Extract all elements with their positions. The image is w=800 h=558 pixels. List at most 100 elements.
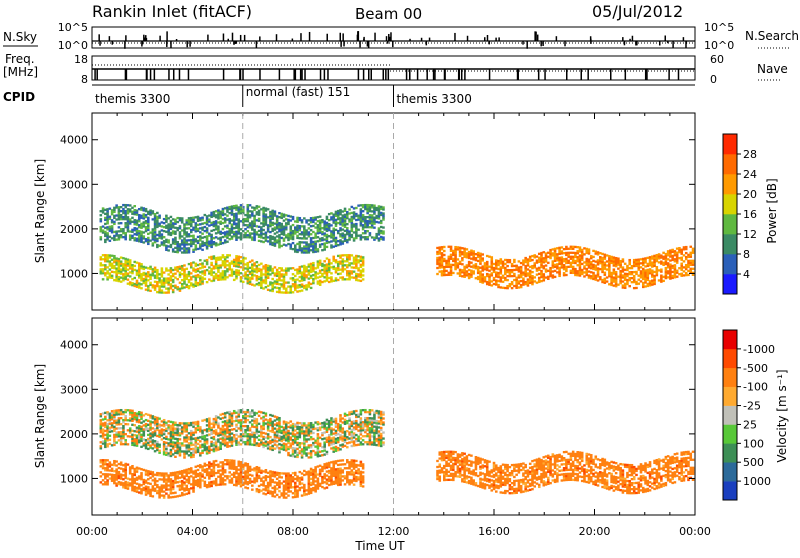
echo-cell xyxy=(341,216,344,218)
echo-cell xyxy=(303,251,306,253)
echo-cell xyxy=(226,260,229,262)
echo-cell xyxy=(172,273,175,275)
echo-cell xyxy=(179,432,182,434)
echo-cell xyxy=(463,276,466,278)
echo-cell xyxy=(136,427,139,429)
echo-cell xyxy=(265,221,268,223)
echo-cell xyxy=(468,255,471,257)
echo-cell xyxy=(222,212,225,214)
echo-cell xyxy=(269,225,272,227)
echo-cell xyxy=(190,434,193,436)
echo-cell xyxy=(308,434,311,436)
echo-cell xyxy=(165,446,168,448)
echo-cell xyxy=(195,439,198,441)
echo-cell xyxy=(326,230,329,232)
echo-cell xyxy=(323,272,326,274)
echo-cell xyxy=(436,257,439,259)
echo-cell xyxy=(373,210,376,212)
echo-cell xyxy=(260,287,263,289)
echo-cell xyxy=(183,268,186,270)
echo-cell xyxy=(260,281,263,283)
echo-cell xyxy=(120,439,123,441)
echo-cell xyxy=(133,283,136,285)
echo-cell xyxy=(237,266,240,268)
echo-cell xyxy=(231,416,234,418)
echo-cell xyxy=(215,259,218,261)
echo-cell xyxy=(204,230,207,232)
echo-cell xyxy=(113,215,116,217)
echo-cell xyxy=(190,239,193,241)
echo-cell xyxy=(563,272,566,274)
echo-cell xyxy=(292,216,295,218)
echo-cell xyxy=(585,262,588,264)
echo-cell xyxy=(308,231,311,233)
echo-cell xyxy=(154,235,157,237)
echo-cell xyxy=(249,279,252,281)
echo-cell xyxy=(520,262,523,264)
echo-cell xyxy=(466,274,469,276)
echo-cell xyxy=(326,218,329,220)
echo-cell xyxy=(308,456,311,458)
echo-cell xyxy=(310,277,313,279)
echo-cell xyxy=(472,254,475,256)
echo-cell xyxy=(335,223,338,225)
echo-cell xyxy=(332,227,335,229)
echo-cell xyxy=(247,435,250,437)
echo-cell xyxy=(147,448,150,450)
echo-cell xyxy=(185,446,188,448)
echo-cell xyxy=(527,272,530,274)
echo-cell xyxy=(542,251,545,253)
echo-cell xyxy=(438,256,441,258)
echo-cell xyxy=(185,231,188,233)
echo-cell xyxy=(531,265,534,267)
echo-cell xyxy=(335,277,338,279)
echo-cell xyxy=(678,257,681,259)
echo-cell xyxy=(382,238,385,240)
echo-cell xyxy=(210,212,213,214)
echo-cell xyxy=(438,260,441,262)
echo-cell xyxy=(280,444,283,446)
echo-cell xyxy=(592,278,595,280)
echo-cell xyxy=(628,271,631,273)
echo-cell xyxy=(140,414,143,416)
echo-cell xyxy=(531,283,534,285)
echo-cell xyxy=(163,447,166,449)
echo-cell xyxy=(183,454,186,456)
echo-cell xyxy=(190,444,193,446)
echo-cell xyxy=(574,270,577,272)
echo-cell xyxy=(208,450,211,452)
echo-cell xyxy=(285,234,288,236)
echo-cell xyxy=(500,272,503,274)
echo-cell xyxy=(452,272,455,274)
echo-cell xyxy=(219,217,222,219)
echo-cell xyxy=(100,238,103,240)
echo-cell xyxy=(326,421,329,423)
echo-cell xyxy=(102,207,105,209)
echo-cell xyxy=(601,267,604,269)
echo-cell xyxy=(224,276,227,278)
echo-cell xyxy=(253,284,256,286)
echo-cell xyxy=(308,452,311,454)
echo-cell xyxy=(161,291,164,293)
echo-cell xyxy=(131,420,134,422)
echo-cell xyxy=(563,258,566,260)
echo-cell xyxy=(283,437,286,439)
echo-cell xyxy=(538,281,541,283)
echo-cell xyxy=(481,275,484,277)
echo-cell xyxy=(106,445,109,447)
echo-cell xyxy=(165,448,168,450)
echo-cell xyxy=(662,252,665,254)
echo-cell xyxy=(260,283,263,285)
echo-cell xyxy=(538,277,541,279)
echo-cell xyxy=(615,273,618,275)
echo-cell xyxy=(328,436,331,438)
echo-cell xyxy=(640,270,643,272)
echo-cell xyxy=(323,443,326,445)
echo-cell xyxy=(206,237,209,239)
echo-cell xyxy=(165,281,168,283)
echo-cell xyxy=(129,204,132,206)
echo-cell xyxy=(274,427,277,429)
echo-cell xyxy=(321,424,324,426)
echo-cell xyxy=(651,261,654,263)
echo-cell xyxy=(174,422,177,424)
